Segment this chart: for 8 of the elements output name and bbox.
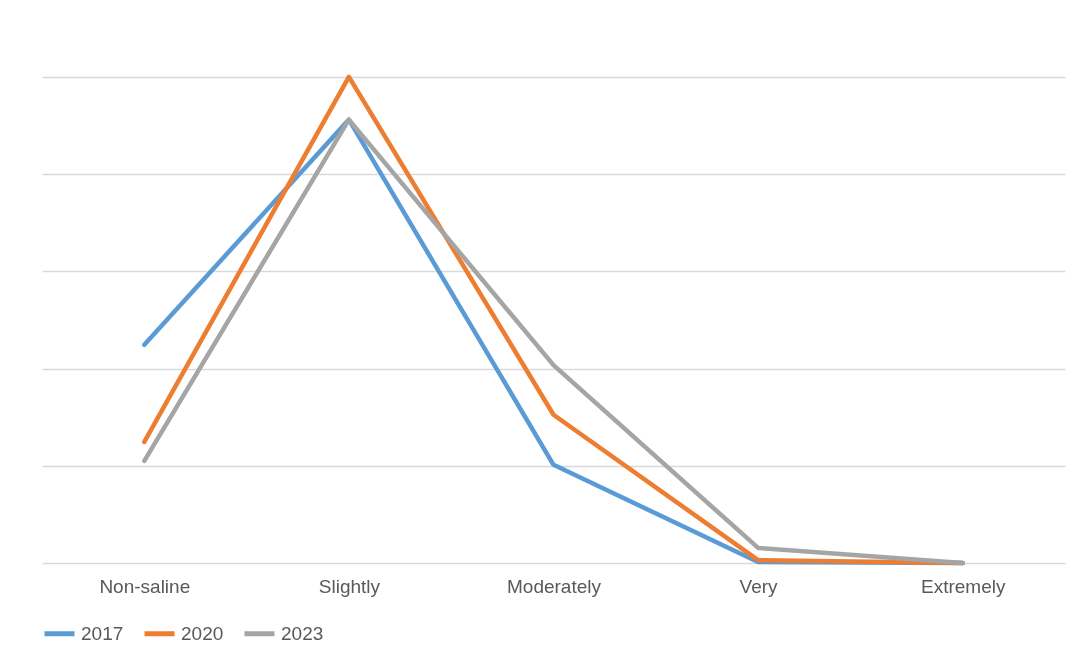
legend-label: 2023 bbox=[281, 622, 324, 644]
x-tick-label: Non-saline bbox=[99, 575, 191, 597]
x-tick-label: Very bbox=[739, 575, 779, 597]
x-tick-label: Moderately bbox=[507, 575, 602, 597]
x-tick-label: Extremely bbox=[920, 575, 1006, 597]
x-tick-label: Slightly bbox=[318, 575, 381, 597]
legend-label: 2020 bbox=[181, 622, 224, 644]
legend-label: 2017 bbox=[81, 622, 124, 644]
